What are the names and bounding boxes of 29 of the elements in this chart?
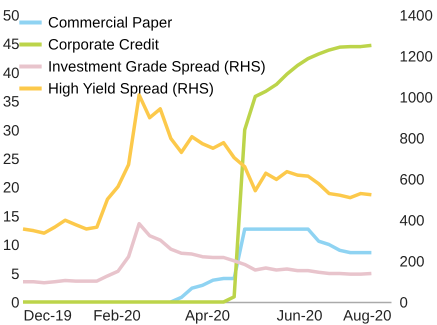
y2-tick-label: 1200 bbox=[400, 48, 433, 66]
y-tick-label: 45 bbox=[2, 36, 20, 54]
legend-label: Commercial Paper bbox=[48, 14, 172, 32]
x-tick-label: Dec-19 bbox=[24, 308, 72, 324]
y-tick-label: 30 bbox=[2, 122, 20, 140]
y2-tick-label: 1400 bbox=[400, 8, 433, 24]
y-tick-label: 25 bbox=[2, 151, 20, 168]
y-tick-label: 35 bbox=[2, 94, 20, 111]
y2-tick-label: 200 bbox=[400, 254, 425, 270]
y2-tick-label: 0 bbox=[400, 294, 408, 312]
legend-label: High Yield Spread (RHS) bbox=[48, 80, 214, 98]
y2-tick-label: 400 bbox=[400, 212, 425, 230]
y-tick-label: 50 bbox=[2, 8, 20, 24]
y-tick-label: 10 bbox=[2, 237, 20, 254]
y2-tick-label: 1000 bbox=[400, 90, 433, 106]
y-tick-label: 0 bbox=[11, 294, 20, 312]
legend-label: Investment Grade Spread (RHS) bbox=[48, 58, 266, 76]
y-tick-label: 5 bbox=[11, 266, 20, 283]
y-tick-label: 40 bbox=[2, 64, 20, 82]
y-tick-label: 15 bbox=[2, 208, 20, 226]
x-tick-label: Aug-20 bbox=[343, 308, 392, 324]
legend-label: Corporate Credit bbox=[48, 36, 160, 54]
x-tick-label: Jun-20 bbox=[276, 308, 322, 324]
y2-tick-label: 600 bbox=[400, 172, 425, 188]
y-tick-label: 20 bbox=[2, 180, 20, 197]
x-tick-label: Apr-20 bbox=[184, 308, 230, 324]
y2-tick-label: 800 bbox=[400, 130, 425, 148]
line-series bbox=[21, 222, 374, 284]
x-tick-label: Feb-20 bbox=[93, 308, 141, 324]
